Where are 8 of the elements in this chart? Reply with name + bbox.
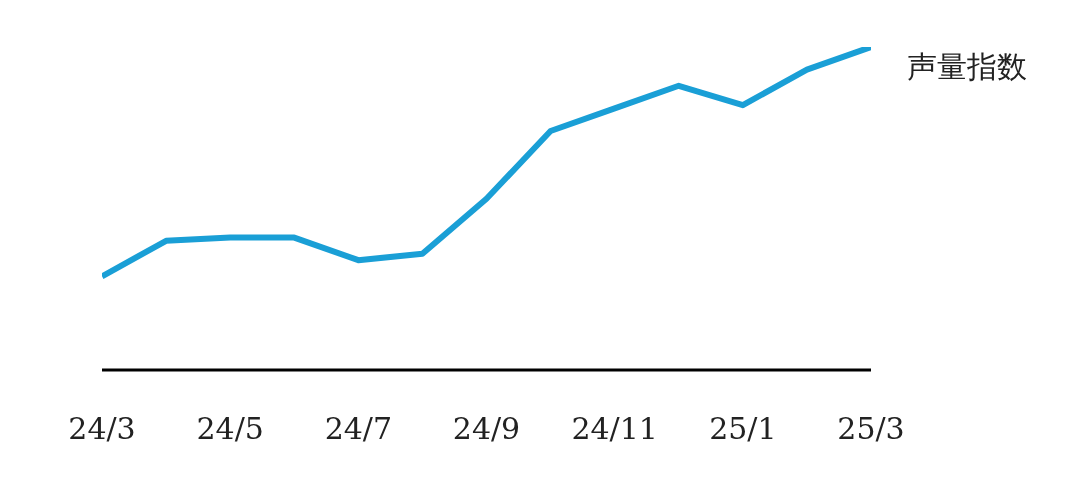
- x-tick-label: 24/11: [571, 411, 658, 447]
- x-tick-label: 25/1: [709, 411, 777, 447]
- series-label: 声量指数: [907, 49, 1027, 84]
- x-tick-label: 24/7: [324, 411, 393, 447]
- x-tick-label: 25/3: [837, 411, 905, 447]
- x-tick-label: 24/5: [196, 411, 264, 447]
- x-tick-label: 24/9: [452, 411, 521, 447]
- x-tick-label: 24/3: [68, 411, 136, 447]
